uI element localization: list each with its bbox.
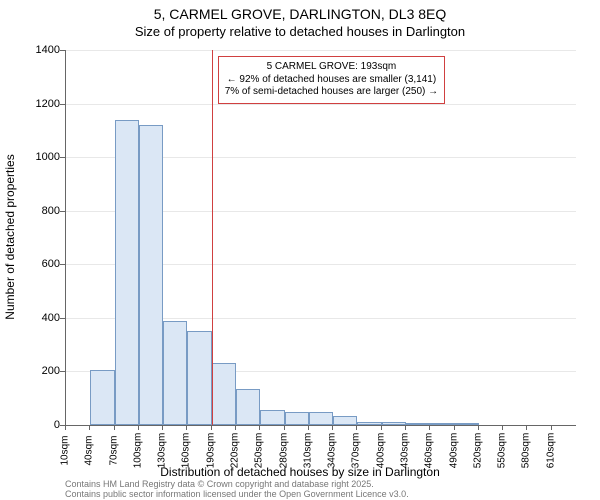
histogram-bar xyxy=(382,422,406,425)
x-tick-label: 70sqm xyxy=(108,435,119,465)
histogram-bar xyxy=(212,363,236,425)
x-tick-mark xyxy=(235,425,236,430)
x-tick-mark xyxy=(551,425,552,430)
x-tick-label: 610sqm xyxy=(545,433,556,469)
x-tick-mark xyxy=(284,425,285,430)
grid-line xyxy=(66,50,576,51)
histogram-bar xyxy=(455,423,479,425)
x-tick-mark xyxy=(332,425,333,430)
chart-container: 5, CARMEL GROVE, DARLINGTON, DL3 8EQ Siz… xyxy=(0,0,600,500)
x-tick-mark xyxy=(162,425,163,430)
y-tick-mark xyxy=(60,371,65,372)
x-tick-label: 160sqm xyxy=(181,433,192,469)
plot-area: 5 CARMEL GROVE: 193sqm ← 92% of detached… xyxy=(65,50,576,426)
x-tick-label: 400sqm xyxy=(375,433,386,469)
y-tick-label: 800 xyxy=(10,205,60,217)
footer-line-2: Contains public sector information licen… xyxy=(65,490,409,499)
x-tick-label: 430sqm xyxy=(400,433,411,469)
histogram-bar xyxy=(406,423,430,425)
x-tick-mark xyxy=(502,425,503,430)
histogram-bar xyxy=(260,410,284,425)
histogram-bar xyxy=(333,416,357,425)
y-tick-mark xyxy=(60,104,65,105)
x-tick-mark xyxy=(429,425,430,430)
y-tick-mark xyxy=(60,318,65,319)
x-tick-label: 280sqm xyxy=(278,433,289,469)
y-tick-label: 1200 xyxy=(10,98,60,110)
histogram-bar xyxy=(285,412,309,425)
x-tick-mark xyxy=(308,425,309,430)
x-tick-label: 220sqm xyxy=(230,433,241,469)
chart-subtitle: Size of property relative to detached ho… xyxy=(0,24,600,39)
x-tick-label: 250sqm xyxy=(254,433,265,469)
x-tick-label: 370sqm xyxy=(351,433,362,469)
x-tick-label: 340sqm xyxy=(327,433,338,469)
x-tick-label: 190sqm xyxy=(205,433,216,469)
x-tick-label: 520sqm xyxy=(472,433,483,469)
y-tick-mark xyxy=(60,157,65,158)
x-tick-label: 40sqm xyxy=(84,435,95,465)
y-tick-label: 200 xyxy=(10,365,60,377)
y-tick-label: 1000 xyxy=(10,151,60,163)
footer-line-1: Contains HM Land Registry data © Crown c… xyxy=(65,480,374,489)
histogram-bar xyxy=(309,412,333,425)
x-tick-label: 460sqm xyxy=(424,433,435,469)
y-tick-label: 1400 xyxy=(10,44,60,56)
x-tick-label: 10sqm xyxy=(60,435,71,465)
annotation-line-3: 7% of semi-detached houses are larger (2… xyxy=(225,86,438,99)
y-tick-label: 600 xyxy=(10,258,60,270)
x-tick-mark xyxy=(381,425,382,430)
y-axis-label: Number of detached properties xyxy=(3,154,17,319)
y-tick-mark xyxy=(60,264,65,265)
histogram-bar xyxy=(115,120,139,425)
x-tick-label: 100sqm xyxy=(132,433,143,469)
annotation-line-1: 5 CARMEL GROVE: 193sqm xyxy=(225,61,438,74)
histogram-bar xyxy=(236,389,260,425)
annotation-box: 5 CARMEL GROVE: 193sqm ← 92% of detached… xyxy=(218,56,445,104)
y-tick-label: 0 xyxy=(10,419,60,431)
x-tick-label: 130sqm xyxy=(157,433,168,469)
y-tick-label: 400 xyxy=(10,312,60,324)
x-tick-label: 580sqm xyxy=(521,433,532,469)
x-tick-mark xyxy=(211,425,212,430)
y-tick-mark xyxy=(60,211,65,212)
x-tick-mark xyxy=(478,425,479,430)
x-tick-mark xyxy=(259,425,260,430)
x-tick-mark xyxy=(138,425,139,430)
x-tick-mark xyxy=(65,425,66,430)
grid-line xyxy=(66,104,576,105)
histogram-bar xyxy=(187,331,211,425)
x-tick-mark xyxy=(114,425,115,430)
x-tick-label: 550sqm xyxy=(497,433,508,469)
histogram-bar xyxy=(357,422,381,425)
x-axis-label: Distribution of detached houses by size … xyxy=(0,465,600,479)
histogram-bar xyxy=(430,423,454,425)
x-tick-mark xyxy=(454,425,455,430)
histogram-bar xyxy=(139,125,163,425)
histogram-bar xyxy=(90,370,114,425)
x-tick-label: 310sqm xyxy=(302,433,313,469)
x-tick-label: 490sqm xyxy=(448,433,459,469)
chart-title: 5, CARMEL GROVE, DARLINGTON, DL3 8EQ xyxy=(0,6,600,22)
marker-line xyxy=(212,50,213,425)
x-tick-mark xyxy=(186,425,187,430)
x-tick-mark xyxy=(356,425,357,430)
x-tick-mark xyxy=(526,425,527,430)
y-tick-mark xyxy=(60,50,65,51)
histogram-bar xyxy=(163,321,187,425)
x-tick-mark xyxy=(89,425,90,430)
annotation-line-2: ← 92% of detached houses are smaller (3,… xyxy=(225,74,438,87)
x-tick-mark xyxy=(405,425,406,430)
